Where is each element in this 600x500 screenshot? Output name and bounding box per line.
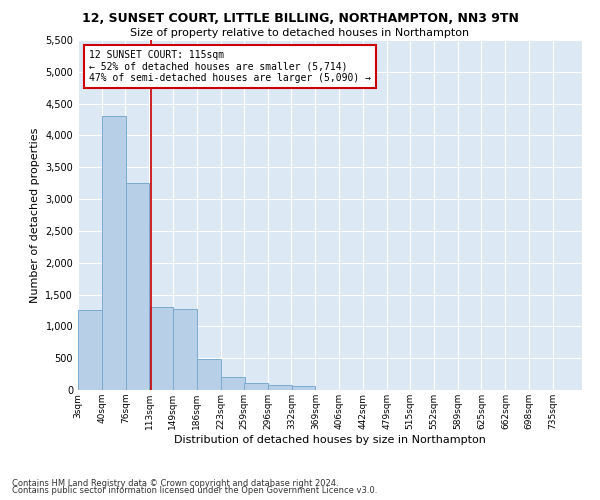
X-axis label: Distribution of detached houses by size in Northampton: Distribution of detached houses by size … bbox=[174, 434, 486, 444]
Y-axis label: Number of detached properties: Number of detached properties bbox=[30, 128, 40, 302]
Bar bbox=[102, 116, 126, 390]
Text: Contains public sector information licensed under the Open Government Licence v3: Contains public sector information licen… bbox=[12, 486, 377, 495]
Bar bbox=[244, 383, 268, 390]
Text: Size of property relative to detached houses in Northampton: Size of property relative to detached ho… bbox=[130, 28, 470, 38]
Bar bbox=[221, 378, 245, 390]
Bar bbox=[149, 308, 173, 390]
Text: Contains HM Land Registry data © Crown copyright and database right 2024.: Contains HM Land Registry data © Crown c… bbox=[12, 478, 338, 488]
Bar bbox=[125, 183, 149, 390]
Bar bbox=[78, 310, 102, 390]
Bar bbox=[268, 384, 292, 390]
Text: 12 SUNSET COURT: 115sqm
← 52% of detached houses are smaller (5,714)
47% of semi: 12 SUNSET COURT: 115sqm ← 52% of detache… bbox=[89, 50, 371, 82]
Bar bbox=[292, 386, 315, 390]
Bar bbox=[197, 359, 221, 390]
Text: 12, SUNSET COURT, LITTLE BILLING, NORTHAMPTON, NN3 9TN: 12, SUNSET COURT, LITTLE BILLING, NORTHA… bbox=[82, 12, 518, 26]
Bar bbox=[173, 308, 197, 390]
